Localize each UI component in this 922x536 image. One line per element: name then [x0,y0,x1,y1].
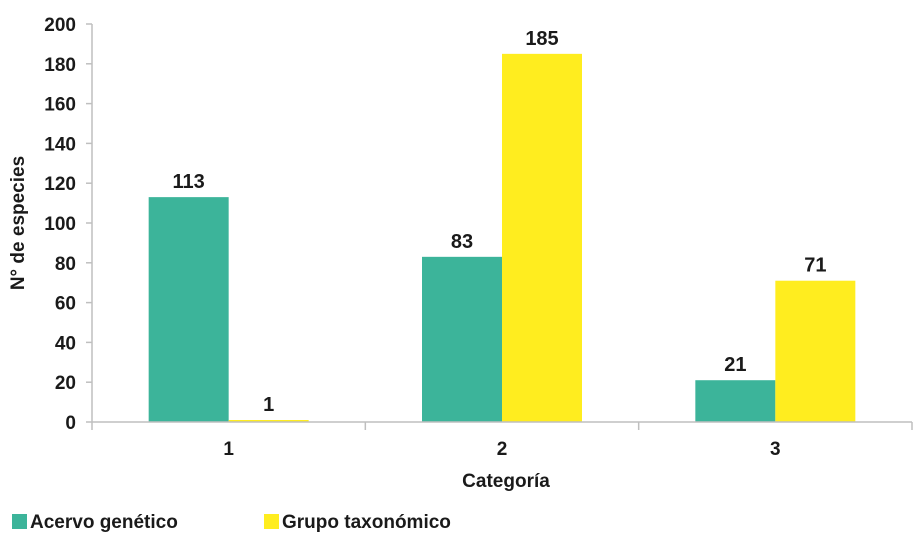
y-tick-label: 120 [44,174,76,195]
x-axis-title: Categoría [462,471,550,492]
bar-grupo-1 [228,420,309,422]
x-tick-label: 3 [770,439,781,460]
y-axis-ticks: 0 20 40 60 80 100 120 140 160 180 200 [44,15,92,434]
y-tick-label: 60 [55,294,76,315]
y-tick-label: 20 [55,373,76,394]
y-tick-label: 160 [44,95,76,116]
bar-grupo-2 [502,53,582,422]
legend-label: Grupo taxonómico [282,512,451,533]
x-tick-label: 1 [223,439,234,460]
y-tick-label: 180 [44,55,76,76]
bar-acervo-3 [695,380,776,422]
data-label: 113 [173,171,205,193]
y-tick-label: 100 [44,214,76,235]
data-labels: 113 1 83 185 21 71 [173,28,827,416]
bar-acervo-2 [422,256,502,422]
y-tick-label: 200 [44,15,76,36]
data-label: 71 [804,255,826,277]
bars [148,53,856,422]
bar-acervo-1 [148,197,229,422]
data-label: 1 [263,394,274,416]
legend-swatch [264,514,279,529]
y-tick-label: 40 [55,333,76,354]
y-tick-label: 80 [55,254,76,275]
legend: Acervo genético Grupo taxonómico [12,512,451,533]
y-axis-title: N° de especies [8,156,29,290]
legend-swatch [12,514,27,529]
y-tick-label: 140 [44,134,76,155]
bar-grupo-3 [775,280,856,422]
data-label: 83 [451,231,473,253]
x-tick-label: 2 [497,439,508,460]
x-axis-ticks: 1 2 3 [91,422,913,460]
legend-label: Acervo genético [30,512,178,533]
y-tick-label: 0 [65,413,76,434]
data-label: 21 [724,354,746,376]
axes [91,24,912,423]
data-label: 185 [525,28,558,50]
